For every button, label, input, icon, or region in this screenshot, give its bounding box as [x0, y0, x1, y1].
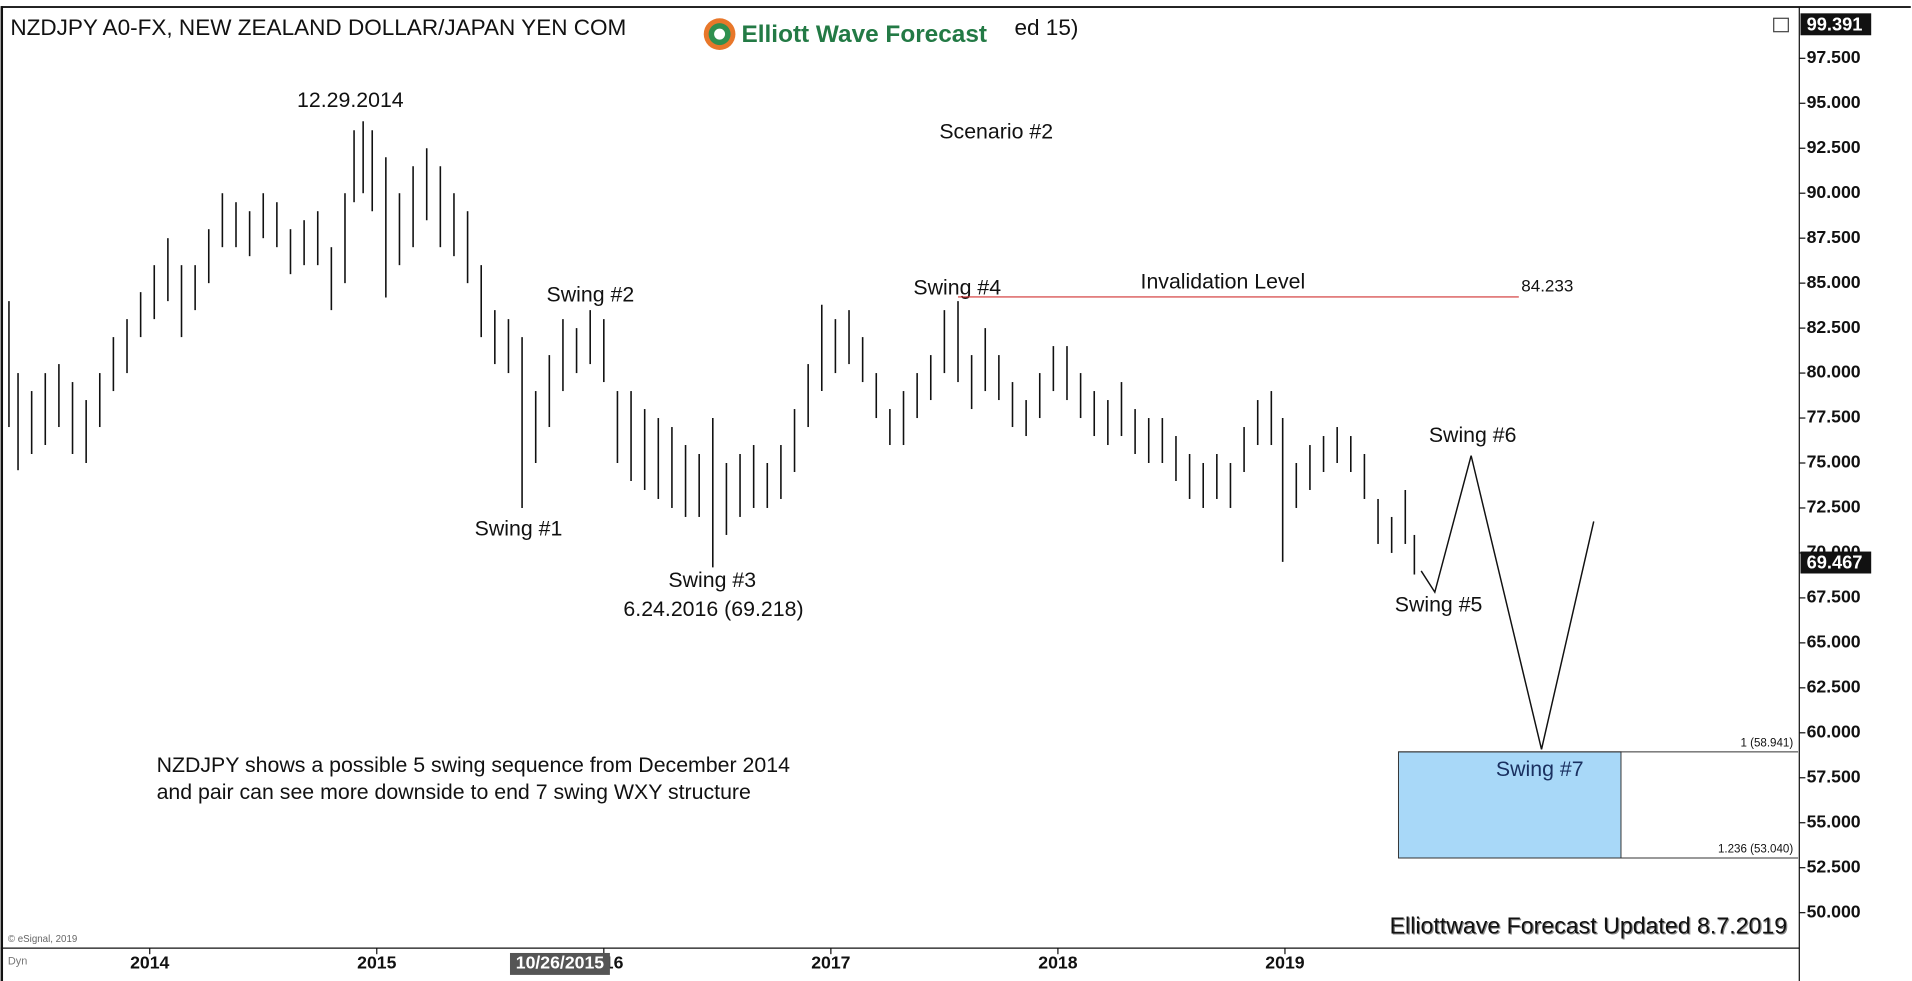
x-tick-label: 2018: [1038, 953, 1077, 973]
footer: Elliottwave Forecast Updated 8.7.2019: [1390, 912, 1787, 938]
projection-path: [1420, 455, 1595, 750]
annotation: Swing #4: [913, 275, 1001, 299]
y-tick-label: 80.000: [1807, 362, 1861, 382]
x-tick-label: 2014: [130, 953, 169, 973]
annotation: 6.24.2016 (69.218): [623, 597, 803, 621]
x-tick-label: 2015: [357, 953, 396, 973]
annotation: Swing #5: [1395, 592, 1483, 616]
y-tick-label: 50.000: [1807, 901, 1861, 921]
cursor-label: 10/26/2015: [516, 953, 605, 973]
logo: Elliott Wave Forecast: [703, 18, 987, 50]
y-tick-label: 97.500: [1807, 47, 1861, 67]
y-tick-label: 75.000: [1807, 452, 1861, 472]
annotation: Swing #7: [1496, 757, 1584, 781]
frame-left: [0, 6, 4, 981]
y-tick-label: 87.500: [1807, 227, 1861, 247]
target-box: [1397, 751, 1622, 859]
y-tick-label: 92.500: [1807, 137, 1861, 157]
y-tick-label: 90.000: [1807, 182, 1861, 202]
price-marker-label: 69.467: [1807, 552, 1863, 573]
annotation: Scenario #2: [939, 119, 1053, 143]
logo-text: Elliott Wave Forecast: [742, 21, 987, 48]
price-marker-box: [1800, 551, 1872, 574]
fib-label: 1.236 (53.040): [1718, 844, 1793, 856]
annotation: Swing #1: [475, 517, 563, 541]
annotation: Swing #6: [1429, 423, 1517, 447]
annotation: Swing #2: [547, 283, 635, 307]
y-tick-label: 77.500: [1807, 407, 1861, 427]
cursor-box: [509, 952, 610, 975]
annotation: 12.29.2014: [297, 88, 404, 112]
y-tick-label: 95.000: [1807, 92, 1861, 112]
price-marker-label: 99.391: [1807, 13, 1863, 34]
y-tick-label: 82.500: [1807, 317, 1861, 337]
y-tick-label: 65.000: [1807, 632, 1861, 652]
annotation: Swing #3: [668, 568, 756, 592]
y-tick-label: 55.000: [1807, 811, 1861, 831]
footer-shadow: Elliottwave Forecast Updated 8.7.2019: [1391, 914, 1788, 940]
fib-label: 1 (58.941): [1740, 737, 1793, 749]
x-tick-label: 2017: [811, 953, 850, 973]
y-tick-label: 67.500: [1807, 587, 1861, 607]
corner-label: Dyn: [8, 955, 27, 967]
price-marker-box: [1800, 13, 1872, 36]
title-suffix: ed 15): [1014, 15, 1078, 40]
copyright: © eSignal, 2019: [8, 934, 77, 945]
window-button[interactable]: [1773, 17, 1789, 33]
annotation: Invalidation Level: [1141, 269, 1306, 293]
note-line: and pair can see more downside to end 7 …: [157, 780, 751, 804]
logo-ring: [714, 28, 726, 40]
y-tick-label: 85.000: [1807, 272, 1861, 292]
y-tick-label: 57.500: [1807, 766, 1861, 786]
invalidation-label: 84.233: [1521, 277, 1573, 296]
y-tick-label: 52.500: [1807, 856, 1861, 876]
y-tick-label: 60.000: [1807, 721, 1861, 741]
chart-title: NZDJPY A0-FX, NEW ZEALAND DOLLAR/JAPAN Y…: [10, 15, 626, 40]
x-tick-label: 2019: [1265, 953, 1304, 973]
y-tick-label: 72.500: [1807, 497, 1861, 517]
note-line: NZDJPY shows a possible 5 swing sequence…: [157, 753, 791, 777]
frame-top: [1, 6, 1911, 8]
y-tick-label: 62.500: [1807, 677, 1861, 697]
